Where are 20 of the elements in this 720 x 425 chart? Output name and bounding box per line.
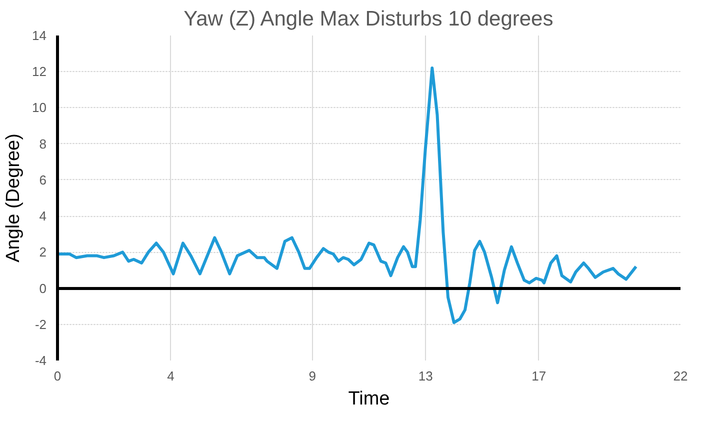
x-tick-label: 17 [532,368,546,384]
x-tick-label: 9 [308,368,316,384]
y-tick-label: 2 [39,244,47,260]
line-series [58,66,638,324]
y-tick-label: -2 [34,316,47,332]
x-axis-title: Time [348,388,390,410]
y-tick-label: 12 [32,64,47,80]
y-tick-label: 6 [39,172,47,188]
y-axis-title: Angle (Degree) [3,134,24,262]
y-tick-label: 0 [39,280,47,296]
y-tick-label: 4 [39,208,47,224]
x-tick-label: 4 [167,368,174,384]
y-tick-label: 14 [32,28,47,43]
y-tick-label: 8 [39,136,47,152]
chart-title: Yaw (Z) Angle Max Disturbs 10 degrees [184,8,554,30]
y-tick-label: 10 [32,100,47,116]
y-tick-label: -4 [34,353,47,368]
x-tick-label: 13 [418,368,433,384]
x-tick-label: 22 [673,368,688,384]
x-tick-label: 0 [54,368,62,384]
